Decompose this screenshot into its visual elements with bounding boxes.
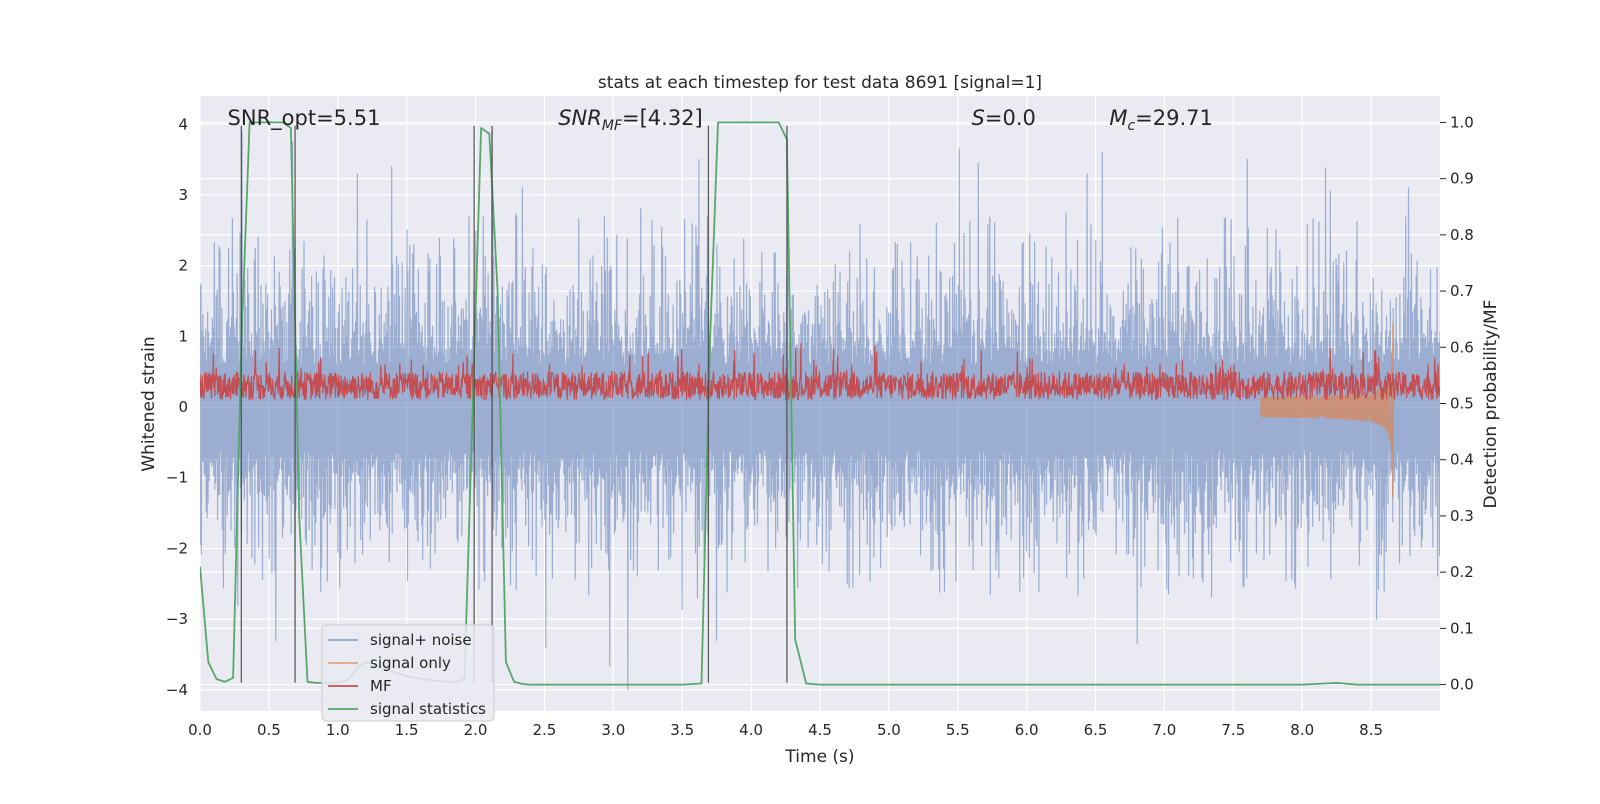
y2-tick-label: 0.7 (1450, 282, 1474, 300)
y-axis-title: Whitened strain (139, 336, 159, 471)
y2-tick-label: 0.8 (1450, 226, 1474, 244)
y2-axis-title: Detection probability/MF (1481, 300, 1501, 509)
x-tick-label: 2.0 (464, 721, 488, 739)
y2-tick-label: 0.0 (1450, 676, 1474, 694)
y-tick-label: 2 (178, 257, 188, 275)
x-tick-label: 4.5 (808, 721, 832, 739)
y2-tick-label: 0.3 (1450, 507, 1474, 525)
annotation-text: SNR_opt=5.51 (228, 106, 381, 131)
x-tick-label: 5.0 (877, 721, 901, 739)
x-tick-label: 6.5 (1084, 721, 1108, 739)
legend-label-signal-only: signal only (370, 654, 451, 672)
series-signal-only (1260, 322, 1397, 498)
ticks: 0.0 0.5 1.0 1.5 2.0 2.5 3.0 3.5 4.0 4.5 5.0 5.5 6.0 6… (166, 113, 1474, 739)
y-tick-label: −2 (166, 539, 188, 557)
y-tick-label: 0 (178, 398, 188, 416)
legend-label-signal-statistics: signal statistics (370, 700, 486, 718)
x-tick-label: 8.0 (1290, 721, 1314, 739)
legend-box (321, 624, 495, 722)
y-tick-label: −3 (166, 610, 188, 628)
x-tick-label: 3.0 (601, 721, 625, 739)
y2-tick-label: 0.1 (1450, 619, 1474, 637)
annotation-text: Mc=29.71 (1109, 106, 1213, 134)
annotation-text: S=0.0 (972, 106, 1036, 130)
x-tick-label: 2.5 (533, 721, 557, 739)
y-tick-label: 4 (178, 115, 188, 133)
y-tick-label: −4 (166, 681, 188, 699)
x-axis-title: Time (s) (784, 747, 854, 767)
series-signal-noise (200, 130, 1440, 691)
series-mf (200, 342, 1440, 401)
y2-tick-label: 0.2 (1450, 563, 1474, 581)
x-tick-label: 7.5 (1221, 721, 1245, 739)
legend-label-mf: MF (370, 677, 392, 695)
legend: signal+ noise signal only MF signal statist… (321, 624, 495, 722)
legend-label-signal-noise: signal+ noise (370, 631, 472, 649)
chart-title: stats at each timestep for test data 869… (598, 73, 1042, 93)
y2-tick-label: 0.4 (1450, 451, 1474, 469)
x-tick-label: 0.0 (188, 721, 212, 739)
y-tick-label: 1 (178, 327, 188, 345)
x-tick-label: 0.5 (257, 721, 281, 739)
y-tick-label: 3 (178, 186, 188, 204)
x-tick-label: 3.5 (670, 721, 694, 739)
x-tick-label: 6.0 (1015, 721, 1039, 739)
annotation-text: SNRMF=[4.32] (558, 106, 703, 134)
x-tick-label: 8.5 (1359, 721, 1383, 739)
x-tick-label: 5.5 (946, 721, 970, 739)
y2-tick-label: 0.5 (1450, 395, 1474, 413)
vertical-markers (240, 125, 788, 683)
y2-tick-label: 1.0 (1450, 113, 1474, 131)
y-tick-label: −1 (166, 469, 188, 487)
x-tick-label: 4.0 (739, 721, 763, 739)
x-tick-label: 1.5 (395, 721, 419, 739)
x-tick-label: 7.0 (1153, 721, 1177, 739)
annotations: SNR_opt=5.51 SNRMF=[4.32] S=0.0 Mc=29.71 (228, 106, 1213, 134)
y2-tick-label: 0.9 (1450, 170, 1474, 188)
x-tick-label: 1.0 (326, 721, 350, 739)
y2-tick-label: 0.6 (1450, 338, 1474, 356)
